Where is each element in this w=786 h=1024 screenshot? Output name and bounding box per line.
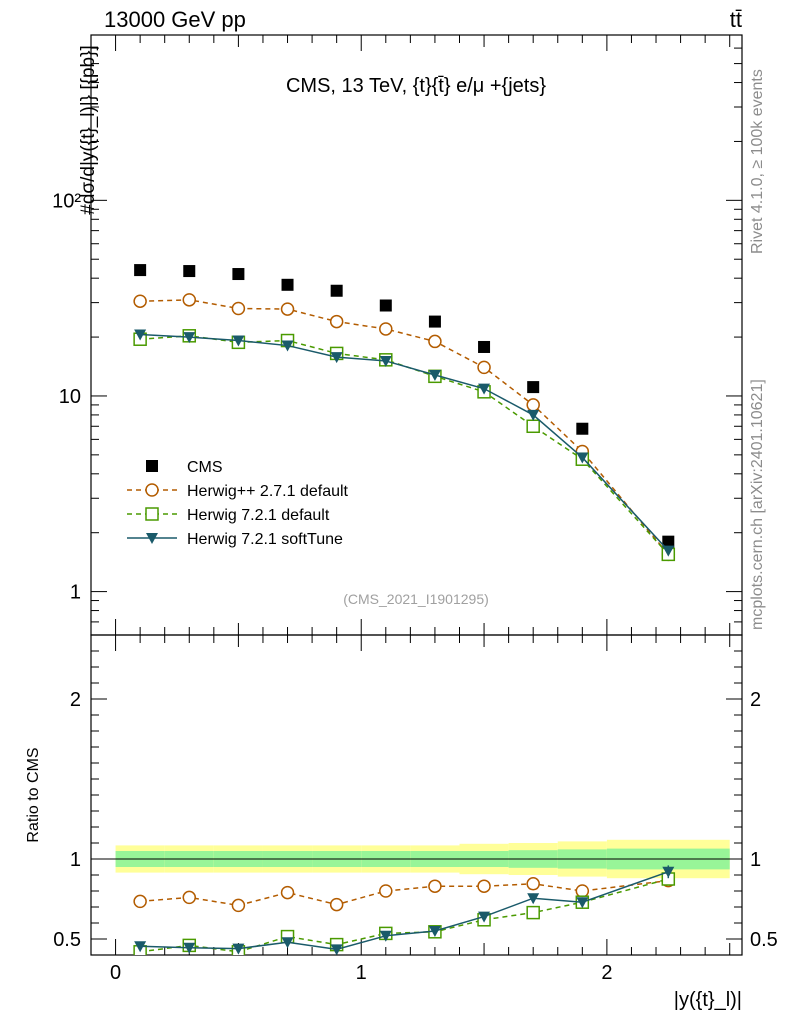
- ratio-xlabel: |y({t}_l)|: [674, 989, 742, 1011]
- ratio-point-0: [329, 897, 344, 912]
- ratio-point-0: [133, 894, 147, 909]
- ratio-point-0: [379, 884, 393, 898]
- ratio-point-0: [280, 885, 295, 900]
- data-point-2: [526, 419, 540, 434]
- legend-marker: [145, 507, 159, 521]
- ratio-line-2: [140, 871, 669, 951]
- ratio-point-0: [428, 879, 442, 893]
- data-point-3: [478, 383, 491, 395]
- main-ticks: 1 10 10²: [52, 34, 742, 636]
- legend-label: CMS: [187, 459, 223, 476]
- ratio-point-0: [526, 877, 540, 891]
- ratio-frame: [90, 634, 743, 956]
- data-point-0: [183, 265, 196, 278]
- data-point-1: [379, 322, 393, 336]
- data-point-1: [329, 314, 344, 329]
- data-point-0: [662, 535, 675, 548]
- data-point-0: [527, 381, 540, 394]
- legend-marker: [146, 460, 158, 472]
- legend-marker: [146, 533, 158, 544]
- y-tick-label: 1: [70, 582, 81, 604]
- data-point-3: [232, 335, 245, 347]
- ratio-point-0: [575, 884, 590, 898]
- ratio-point-2: [281, 937, 294, 949]
- ratio-panel: 0.5 0.5 1 1 2 2 0 1 2 Ratio to CMS |y({t}_l)|: [25, 634, 778, 1011]
- mcplots-label: mcplots.cern.ch [arXiv:2401.10621]: [749, 379, 766, 630]
- legend: CMS Herwig++ 2.7.1 default Herwig 7.2.1 de…: [127, 459, 349, 548]
- ratio-point-0: [231, 898, 246, 913]
- ratio-point-2: [527, 893, 540, 905]
- legend-label: Herwig 7.2.1 softTune: [187, 531, 343, 548]
- data-point-1: [280, 302, 295, 316]
- ratio-y-tick-label-right: 0.5: [750, 929, 778, 951]
- data-point-0: [281, 278, 294, 291]
- ratio-y-tick-label-right: 2: [750, 689, 761, 711]
- data-point-3: [183, 332, 196, 344]
- process-label: tt̄: [730, 7, 742, 32]
- ratio-y-tick-label-left: 1: [70, 849, 81, 871]
- energy-label: 13000 GeV pp: [104, 7, 246, 32]
- y-tick-label: 10: [59, 386, 81, 408]
- analysis-watermark: (CMS_2021_I1901295): [343, 591, 489, 607]
- ratio-ylabel: Ratio to CMS: [25, 747, 42, 842]
- x-tick-label: 0: [110, 962, 121, 984]
- rivet-version-label: Rivet 4.1.0, ≥ 100k events: [749, 69, 766, 254]
- ratio-point-2: [428, 926, 441, 937]
- data-point-1: [182, 293, 197, 307]
- legend-label: Herwig++ 2.7.1 default: [187, 483, 349, 500]
- ratio-point-2: [478, 911, 491, 923]
- data-point-1: [133, 294, 147, 308]
- ratio-point-0: [477, 879, 491, 893]
- ratio-point-0: [182, 890, 197, 905]
- ratio-point-2: [662, 866, 675, 878]
- ratio-point-2: [183, 942, 196, 954]
- ratio-line-0: [140, 879, 669, 907]
- main-series: [133, 264, 676, 562]
- series-line-1: [140, 299, 669, 555]
- data-point-0: [576, 422, 589, 435]
- data-point-0: [134, 264, 147, 277]
- data-point-1: [231, 301, 246, 316]
- data-point-0: [379, 299, 392, 312]
- data-point-3: [662, 545, 675, 557]
- ratio-series: [133, 865, 676, 955]
- ratio-y-tick-label-right: 1: [750, 849, 761, 871]
- main-title: CMS, 13 TeV, {t}{t̄} e/μ +{jets}: [286, 75, 546, 97]
- data-point-0: [330, 284, 343, 297]
- y-tick-label: 10²: [52, 190, 81, 212]
- ratio-point-2: [134, 941, 147, 953]
- data-point-3: [281, 340, 294, 352]
- data-point-3: [134, 329, 147, 341]
- data-point-3: [428, 369, 441, 381]
- data-point-0: [478, 340, 491, 353]
- data-point-0: [428, 315, 441, 328]
- legend-label: Herwig 7.2.1 default: [187, 507, 330, 524]
- data-point-1: [526, 398, 540, 412]
- data-point-3: [330, 352, 343, 364]
- data-point-1: [477, 360, 491, 375]
- x-tick-label: 2: [601, 962, 612, 984]
- data-point-1: [428, 334, 442, 349]
- legend-marker: [145, 483, 159, 497]
- ratio-line-1: [140, 878, 669, 953]
- ratio-point-2: [379, 930, 392, 942]
- ratio-y-tick-label-left: 2: [70, 689, 81, 711]
- series-line-2: [140, 335, 669, 555]
- main-ylabel: #dσ/d|y({t}_l)|} [{pb}]: [78, 45, 99, 215]
- ratio-ticks: 0.5 0.5 1 1 2 2 0 1 2: [53, 634, 778, 984]
- ratio-point-2: [232, 943, 245, 955]
- ratio-y-tick-label-left: 0.5: [53, 929, 81, 951]
- ratio-point-2: [576, 897, 589, 909]
- data-point-3: [576, 452, 589, 464]
- data-point-0: [232, 268, 245, 281]
- ratio-point-2: [330, 944, 343, 955]
- ratio-point-1: [526, 905, 540, 920]
- data-point-3: [379, 355, 392, 367]
- x-tick-label: 1: [356, 962, 367, 984]
- data-point-3: [527, 409, 540, 421]
